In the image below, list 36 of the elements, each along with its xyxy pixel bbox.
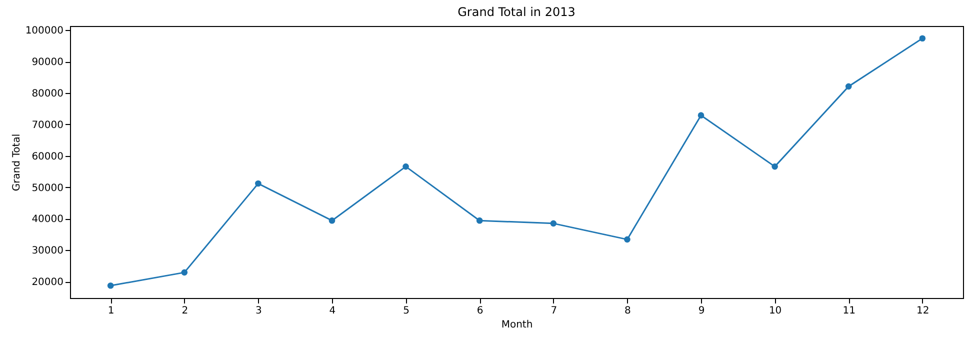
point [328, 217, 336, 224]
x-tick-label: 6 [476, 306, 484, 316]
x-tick-label: 7 [550, 306, 558, 316]
point [919, 35, 926, 42]
y-tick-label: 40000 [32, 214, 64, 226]
y-tick-label: 90000 [32, 57, 64, 68]
point [255, 180, 262, 187]
point [772, 163, 778, 170]
x-tick-label: 2 [182, 306, 188, 316]
x-axis-title: Month [501, 320, 533, 330]
point [845, 83, 852, 90]
point [550, 220, 557, 227]
x-tick-label: 5 [403, 306, 410, 316]
x-tick-label: 9 [698, 306, 705, 316]
y-tick-label: 100000 [25, 26, 64, 37]
point [181, 269, 188, 276]
point [698, 112, 704, 118]
y-tick-label: 70000 [32, 120, 64, 131]
x-tick-label: 10 [768, 306, 782, 316]
point [476, 217, 483, 224]
y-tick-label: 50000 [32, 182, 64, 194]
x-tick-label: 12 [916, 306, 930, 316]
point [402, 163, 409, 170]
point [624, 236, 630, 243]
chart-title: Grand Total in 2013 [458, 5, 576, 20]
y-tick-label: 20000 [32, 277, 64, 288]
y-tick-label: 30000 [32, 246, 64, 257]
x-tick-label: 4 [329, 306, 336, 316]
x-tick-label: 8 [624, 306, 631, 316]
y-tick-label: 60000 [32, 151, 64, 162]
x-tick-label: 3 [256, 306, 262, 316]
point [107, 282, 114, 289]
y-tick-label: 80000 [32, 88, 64, 100]
x-tick-label: 1 [108, 306, 114, 316]
y-axis-title: Grand Total [11, 134, 22, 192]
x-tick-label: 11 [842, 306, 856, 316]
